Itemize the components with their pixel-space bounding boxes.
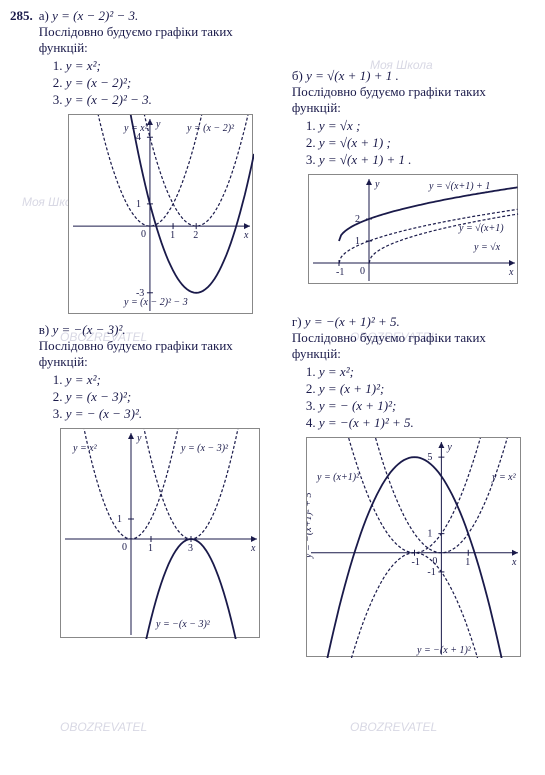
part-g: г) y = −(x + 1)² + 5. Послідовно будуємо… xyxy=(292,314,535,657)
svg-text:2: 2 xyxy=(193,230,198,241)
part-b-label: б) xyxy=(292,68,303,83)
step: 1. y = x²; xyxy=(306,364,535,380)
svg-text:x: x xyxy=(250,543,256,554)
part-g-intro: Послідовно будуємо графіки таких функцій… xyxy=(292,330,535,362)
step: 3. y = − (x + 1)²; xyxy=(306,398,535,414)
svg-text:3: 3 xyxy=(188,543,193,554)
watermark: OBOZREVATEL xyxy=(350,720,437,734)
svg-text:y = x²: y = x² xyxy=(491,472,517,483)
step: 1. y = x²; xyxy=(53,372,282,388)
part-a-formula: y = (x − 2)² − 3. xyxy=(52,8,138,23)
svg-text:y = −(x+1)² + 5: y = −(x+1)² + 5 xyxy=(307,492,314,559)
svg-text:y = x²: y = x² xyxy=(123,123,149,134)
part-v-intro: Послідовно будуємо графіки таких функцій… xyxy=(39,338,282,370)
svg-text:1: 1 xyxy=(117,514,122,525)
svg-text:x: x xyxy=(511,557,517,568)
step: 3. y = √(x + 1) + 1 . xyxy=(306,152,535,168)
svg-text:0: 0 xyxy=(432,556,437,567)
svg-text:y = (x − 3)²: y = (x − 3)² xyxy=(180,443,229,454)
svg-text:1: 1 xyxy=(465,557,470,568)
part-g-formula: y = −(x + 1)² + 5. xyxy=(305,314,400,329)
part-a-label: а) xyxy=(39,8,49,23)
svg-text:x: x xyxy=(508,267,514,278)
part-b-formula: y = √(x + 1) + 1 . xyxy=(306,68,399,83)
svg-text:y = √(x+1) + 1: y = √(x+1) + 1 xyxy=(428,181,490,192)
part-b: б) y = √(x + 1) + 1 . Послідовно будуємо… xyxy=(292,68,535,284)
step: 2. y = (x − 3)²; xyxy=(53,389,282,405)
svg-text:1: 1 xyxy=(427,529,432,540)
svg-text:y: y xyxy=(446,442,452,453)
part-v-formula: y = −(x − 3)². xyxy=(52,322,125,337)
svg-text:-1: -1 xyxy=(427,567,435,578)
step: 1. y = √x ; xyxy=(306,118,535,134)
svg-text:0: 0 xyxy=(141,229,146,240)
svg-text:y = −(x + 1)²: y = −(x + 1)² xyxy=(416,645,472,656)
svg-text:y = √x: y = √x xyxy=(473,242,501,253)
step: 4. y = −(x + 1)² + 5. xyxy=(306,415,535,431)
part-g-label: г) xyxy=(292,314,302,329)
svg-text:y: y xyxy=(155,119,161,130)
svg-text:y = √(x+1): y = √(x+1) xyxy=(458,223,504,234)
col-right: б) y = √(x + 1) + 1 . Послідовно будуємо… xyxy=(292,68,535,663)
graph-b: xy0-112y = √xy = √(x+1)y = √(x+1) + 1 xyxy=(308,174,518,284)
part-b-intro: Послідовно будуємо графіки таких функцій… xyxy=(292,84,535,116)
svg-text:y = −(x − 3)²: y = −(x − 3)² xyxy=(155,619,211,630)
part-a: а) y = (x − 2)² − 3. Послідовно будуємо … xyxy=(39,8,282,314)
graph-a-svg: xy01214-3y = x²y = (x − 2)²y = (x − 2)² … xyxy=(69,115,254,315)
problem-number: 285. xyxy=(10,8,33,24)
graph-a: xy01214-3y = x²y = (x − 2)²y = (x − 2)² … xyxy=(68,114,253,314)
svg-text:1: 1 xyxy=(148,543,153,554)
part-a-steps: 1. y = x²; 2. y = (x − 2)²; 3. y = (x − … xyxy=(53,58,282,108)
svg-text:1: 1 xyxy=(136,199,141,210)
graph-g: xy0-1115-1y = x²y = (x+1)²y = −(x + 1)²y… xyxy=(306,437,521,657)
step: 2. y = √(x + 1) ; xyxy=(306,135,535,151)
svg-text:y: y xyxy=(374,179,380,190)
watermark: OBOZREVATEL xyxy=(60,720,147,734)
part-a-intro: Послідовно будуємо графіки таких функцій… xyxy=(39,24,282,56)
step: 2. y = (x + 1)²; xyxy=(306,381,535,397)
step: 1. y = x²; xyxy=(53,58,282,74)
svg-text:-1: -1 xyxy=(336,267,344,278)
part-b-steps: 1. y = √x ; 2. y = √(x + 1) ; 3. y = √(x… xyxy=(306,118,535,168)
step: 2. y = (x − 2)²; xyxy=(53,75,282,91)
svg-text:1: 1 xyxy=(170,230,175,241)
svg-text:y = (x − 2)²: y = (x − 2)² xyxy=(186,123,235,134)
svg-text:y = x²: y = x² xyxy=(72,443,98,454)
col-left: а) y = (x − 2)² − 3. Послідовно будуємо … xyxy=(39,8,282,663)
svg-text:0: 0 xyxy=(122,542,127,553)
part-g-steps: 1. y = x²; 2. y = (x + 1)²; 3. y = − (x … xyxy=(306,364,535,431)
step: 3. y = (x − 2)² − 3. xyxy=(53,92,282,108)
svg-text:y = (x − 2)² − 3: y = (x − 2)² − 3 xyxy=(123,297,188,308)
graph-v-svg: x y 0 1 3 1 y = x² y = (x − 3)² y = −(x − 3)² xyxy=(61,429,261,639)
graph-g-svg: xy0-1115-1y = x²y = (x+1)²y = −(x + 1)²y… xyxy=(307,438,522,658)
part-v-label: в) xyxy=(39,322,49,337)
svg-text:x: x xyxy=(243,230,249,241)
svg-text:0: 0 xyxy=(360,266,365,277)
graph-v: x y 0 1 3 1 y = x² y = (x − 3)² y = −(x − 3)² xyxy=(60,428,260,638)
part-v-steps: 1. y = x²; 2. y = (x − 3)²; 3. y = − (x … xyxy=(53,372,282,422)
part-v: в) y = −(x − 3)². Послідовно будуємо гра… xyxy=(39,322,282,638)
svg-text:y = (x+1)²: y = (x+1)² xyxy=(316,472,360,483)
graph-b-svg: xy0-112y = √xy = √(x+1)y = √(x+1) + 1 xyxy=(309,175,519,285)
svg-text:y: y xyxy=(136,433,142,444)
step: 3. y = − (x − 3)². xyxy=(53,406,282,422)
svg-text:-1: -1 xyxy=(411,557,419,568)
